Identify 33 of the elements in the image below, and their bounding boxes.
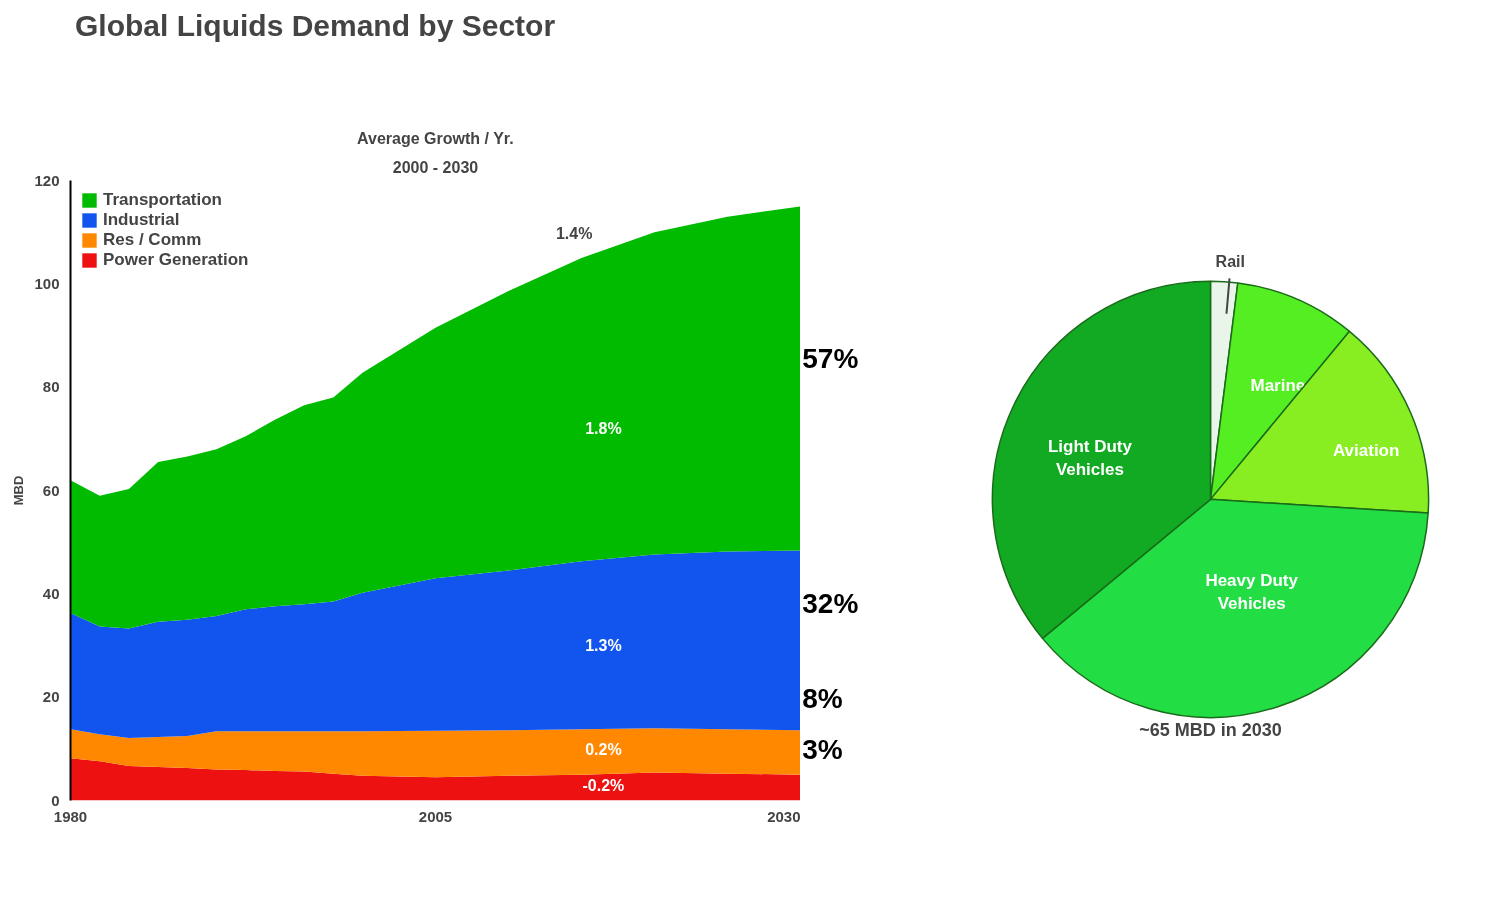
text: 32%: [802, 588, 859, 620]
y-tick-label: 0: [51, 791, 60, 809]
annotation: 1.8%: [585, 420, 622, 437]
chart-title: Global Liquids Demand by Sector: [75, 8, 556, 44]
annotation: 1.4%: [555, 224, 593, 242]
text: ~65 MBD in 2030: [1139, 719, 1282, 740]
text: 2000 - 2030: [392, 158, 479, 176]
text: 8%: [802, 683, 843, 715]
annotation: -0.2%: [582, 776, 625, 794]
annotation: 0.2%: [585, 740, 622, 758]
x-tick-label: 1980: [53, 807, 88, 825]
y-tick-label: 60: [42, 481, 60, 499]
annotation: 1.3%: [585, 637, 622, 654]
legend-label: Industrial: [103, 210, 180, 230]
y-tick-label: 20: [42, 688, 60, 706]
legend-label: Power Generation: [103, 250, 249, 270]
y-axis-title: MBD: [11, 475, 27, 506]
slice-label: Heavy Duty Vehicles: [1205, 571, 1299, 613]
x-tick-label: 2005: [418, 807, 453, 825]
text: Average Growth / Yr.: [357, 129, 514, 147]
y-tick-label: 80: [42, 378, 60, 396]
text: 57%: [802, 342, 859, 374]
y-tick-label: 40: [42, 584, 60, 602]
text: 3%: [802, 733, 843, 765]
slice-label: Aviation: [1332, 440, 1400, 460]
slice-label: Light Duty Vehicles: [1047, 436, 1133, 479]
slice-label: Marine: [1250, 376, 1306, 396]
slice-label: Rail: [1215, 252, 1245, 270]
y-tick-label: 120: [34, 171, 60, 189]
legend-label: Transportation: [103, 190, 223, 210]
y-tick-label: 100: [34, 274, 60, 292]
legend-label: Res / Comm: [103, 230, 202, 250]
x-tick-label: 2030: [767, 807, 801, 825]
